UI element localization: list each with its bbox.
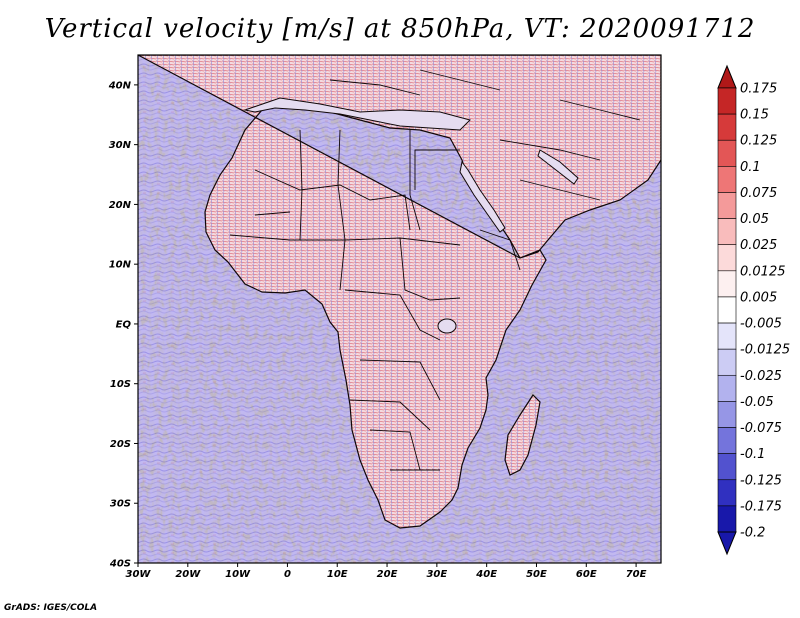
- colorbar-label: -0.0125: [740, 343, 790, 358]
- colorbar-label: 0.125: [740, 134, 777, 149]
- lat-label: 30N: [109, 140, 132, 151]
- lon-label: 10E: [327, 569, 348, 580]
- colorbar-top-arrow: [717, 64, 737, 89]
- colorbar-label: -0.025: [740, 369, 782, 384]
- lon-label: 30E: [426, 569, 447, 580]
- mediterranean-sea: [243, 97, 471, 131]
- colorbar-label: 0.0125: [740, 264, 786, 279]
- latitude-axis: 40N 30N 20N 10N EQ 10S 20S 30S 40S: [108, 80, 138, 570]
- colorbar-label: 0.175: [740, 82, 777, 97]
- colorbar-segment: [717, 322, 737, 350]
- lat-label: 30S: [110, 499, 131, 510]
- red-sea: [459, 160, 506, 233]
- colorbar-label: 0.05: [740, 212, 769, 227]
- colorbar-segment: [717, 218, 737, 246]
- colorbar-segment: [717, 139, 737, 167]
- colorbar-segment: [717, 453, 737, 481]
- country-borders: [229, 69, 641, 471]
- map-plot-area: [138, 55, 661, 563]
- colorbar-label: 0.075: [740, 186, 777, 201]
- colorbar-segment: [717, 479, 737, 507]
- map-frame: [137, 54, 662, 564]
- colorbar-label: -0.175: [740, 499, 782, 514]
- lake-victoria: [437, 318, 457, 334]
- madagascar: [504, 394, 541, 476]
- colorbar-segment: [717, 296, 737, 324]
- lon-label: 50E: [526, 569, 547, 580]
- colorbar-bottom-arrow: [717, 531, 737, 556]
- lat-label: EQ: [116, 319, 132, 330]
- colorbar-segment: [717, 505, 737, 533]
- longitude-axis: 30W 20W 10W 0 10E 20E 30E 40E 50E 60E 70E: [126, 563, 647, 580]
- colorbar-segment: [717, 166, 737, 193]
- colorbar-segment: [717, 192, 737, 219]
- grads-credit: GrADS: IGES/COLA: [4, 603, 98, 613]
- lat-label: 20N: [109, 200, 132, 211]
- colorbar-label: -0.2: [740, 526, 765, 541]
- colorbar-segment: [717, 270, 737, 298]
- lat-label: 20S: [110, 439, 131, 450]
- lat-label: 10N: [109, 260, 132, 271]
- colorbar-label: -0.075: [740, 421, 782, 436]
- colorbar-segment: [717, 113, 737, 141]
- colorbar: 0.175 0.15 0.125 0.1 0.075 0.05 0.025 0.0125 0.0…: [717, 64, 790, 556]
- lon-label: 70E: [626, 569, 647, 580]
- colorbar-segment: [717, 427, 737, 454]
- colorbar-label: 0.025: [740, 238, 777, 253]
- colorbar-label: 0.15: [740, 108, 769, 123]
- chart-title: Vertical velocity [m/s] at 850hPa, VT: 2…: [44, 14, 756, 44]
- colorbar-label: -0.1: [740, 447, 765, 462]
- lon-label: 40E: [475, 569, 497, 580]
- map-figure: 40N 30N 20N 10N EQ 10S 20S 30S 40S 30W 20W 10W 0 10E…: [108, 54, 790, 580]
- lon-label: 20E: [377, 569, 398, 580]
- lat-label: 10S: [110, 379, 131, 390]
- lon-label: 10W: [225, 569, 251, 580]
- lon-label: 0: [284, 569, 291, 580]
- lon-label: 30W: [126, 569, 152, 580]
- colorbar-segment: [717, 374, 737, 402]
- persian-gulf: [537, 149, 579, 185]
- lon-label: 60E: [576, 569, 597, 580]
- land-noise-overlay: [138, 55, 661, 563]
- colorbar-label: 0.1: [740, 160, 761, 175]
- colorbar-segment: [717, 244, 737, 272]
- lat-label: 40N: [108, 80, 132, 91]
- colorbar-segment: [717, 401, 737, 428]
- colorbar-segment: [717, 87, 737, 115]
- colorbar-label: 0.005: [740, 290, 777, 305]
- colorbar-label: -0.125: [740, 473, 782, 488]
- lat-label: 40S: [109, 559, 131, 570]
- lon-label: 20W: [175, 569, 201, 580]
- colorbar-label: -0.05: [740, 395, 774, 410]
- colorbar-segment: [717, 348, 737, 376]
- colorbar-label: -0.005: [740, 317, 782, 332]
